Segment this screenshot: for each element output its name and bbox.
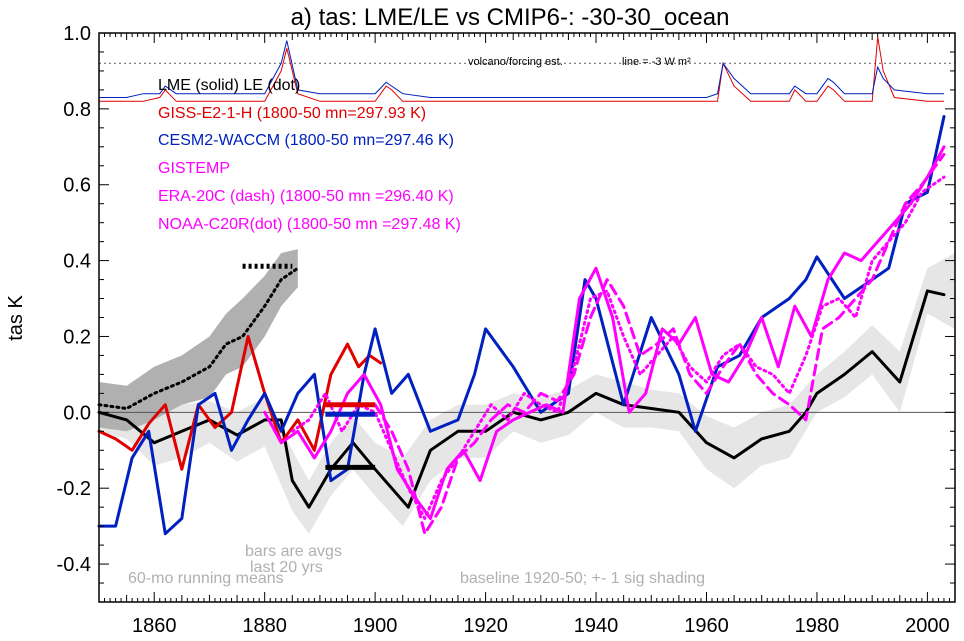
x-tick-label: 1900	[353, 615, 398, 637]
series-line-era20c	[373, 152, 946, 536]
volcano-label: volcano/forcing est.	[468, 56, 563, 68]
forcing-line-label: line = -3 W m²	[622, 56, 691, 68]
x-tick-label: 1980	[795, 615, 840, 637]
y-tick-label: 0.0	[63, 402, 91, 424]
bars-note-1: bars are avgs	[245, 543, 342, 560]
series-line-noaa	[290, 175, 946, 520]
legend-noaa: NOAA-C20R(dot) (1800-50 mn =297.48 K)	[158, 216, 461, 233]
x-tick-label: 1940	[574, 615, 619, 637]
y-tick-label: -0.4	[57, 554, 91, 576]
series-line-cesm2	[97, 115, 946, 536]
y-tick-label: 1.0	[63, 23, 91, 45]
legend-lme-le: LME (solid) LE (dot)	[158, 77, 300, 94]
series-line-lme	[97, 289, 946, 509]
bars-note-2: last 20 yrs	[250, 559, 323, 576]
series-line-le	[97, 266, 300, 410]
y-tick-label: 0.8	[63, 99, 91, 121]
x-tick-label: 1920	[463, 615, 508, 637]
y-tick-label: -0.2	[57, 478, 91, 500]
volcano-forcing-blue-line	[99, 40, 944, 98]
series-line-giss	[97, 335, 383, 471]
volcano-forcing-red-line	[99, 36, 944, 102]
axes: 1860 1880 1900 1920 1940 1960 1980 2000 -0.4 -0.2…	[57, 23, 956, 637]
legend-giss: GISS-E2-1-H (1800-50 mn=297.93 K)	[158, 105, 426, 122]
x-tick-label: 1880	[242, 615, 287, 637]
x-tick-label: 2000	[905, 615, 950, 637]
le-shading	[99, 249, 298, 432]
plot-area	[97, 36, 955, 536]
x-tick-label: 1860	[132, 615, 177, 637]
legend-era20c: ERA-20C (dash) (1800-50 mn =296.40 K)	[158, 188, 454, 205]
y-tick-label: 0.2	[63, 326, 91, 348]
running-mean-note: 60-mo running means	[128, 570, 284, 587]
sigma-shading	[99, 253, 955, 534]
legend-cesm2: CESM2-WACCM (1800-50 mn=297.46 K)	[158, 132, 454, 149]
x-tick-label: 1960	[684, 615, 729, 637]
chart-title: a) tas: LME/LE vs CMIP6-: -30-30_ocean	[291, 4, 730, 31]
legend-gistemp: GISTEMP	[158, 160, 230, 177]
y-tick-label: 0.6	[63, 175, 91, 197]
baseline-note: baseline 1920-50; +- 1 sig shading	[460, 570, 705, 587]
y-tick-label: 0.4	[63, 251, 91, 273]
y-axis-label: tas K	[5, 295, 27, 341]
